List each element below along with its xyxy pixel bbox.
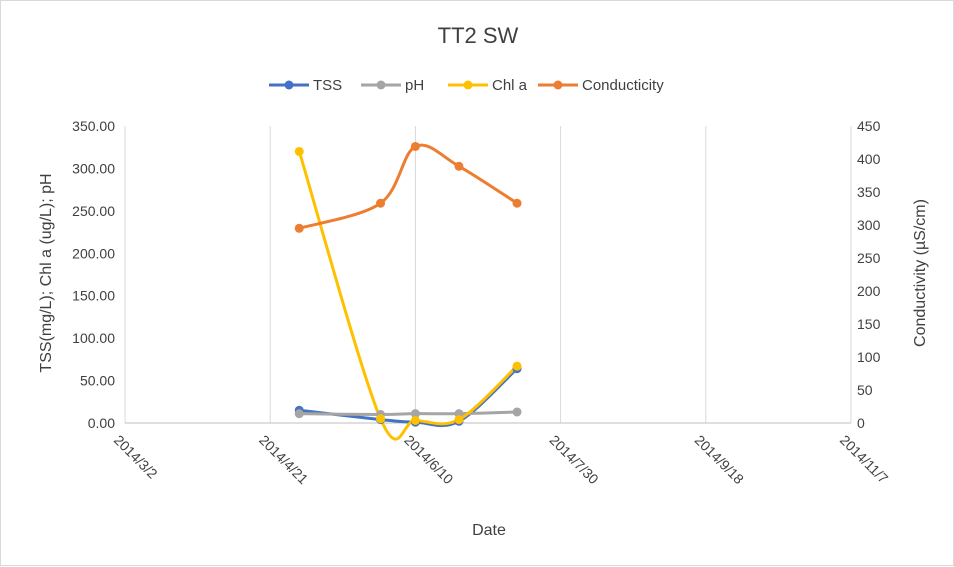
y-tick-label-left: 250.00 — [72, 203, 115, 219]
data-point-chl-a — [376, 414, 386, 424]
series-line-chl-a — [297, 149, 519, 441]
y-tick-label-right: 250 — [857, 250, 881, 266]
data-point-chl-a — [512, 361, 522, 371]
y-axis-left-title: TSS(mg/L); Chl a (ug/L); pH — [38, 173, 55, 372]
legend-swatch-marker — [284, 80, 294, 90]
legend-item-chl-a: Chl a — [448, 77, 528, 94]
data-point-ph — [294, 409, 304, 419]
y-tick-label-left: 200.00 — [72, 245, 115, 261]
x-axis-title: Date — [472, 522, 506, 539]
legend-item-ph: pH — [361, 77, 424, 94]
legend-label: TSS — [313, 77, 342, 94]
y-tick-label-right: 400 — [857, 151, 881, 167]
x-axis-ticks: 2014/3/2 2014/4/21 2014/6/10 2014/7/30 2014/… — [111, 432, 892, 488]
gridlines — [124, 126, 852, 423]
y-axis-right-ticks: 0 50 100 150 200 250 300 350 400 450 — [857, 118, 881, 431]
data-point-chl-a — [410, 415, 420, 425]
chart-title: TT2 SW — [438, 23, 519, 48]
data-point-chl-a — [454, 415, 464, 425]
data-point-conducticity — [410, 141, 420, 151]
x-tick-label: 2014/4/21 — [256, 432, 312, 488]
series-points — [294, 141, 522, 427]
legend-swatch-marker — [376, 80, 386, 90]
legend-item-conducticity: Conducticity — [538, 77, 664, 94]
y-tick-label-right: 350 — [857, 184, 881, 200]
x-tick-label: 2014/7/30 — [546, 432, 602, 488]
y-tick-label-right: 0 — [857, 415, 865, 431]
legend: TSS pH Chl a Conducticity — [269, 77, 664, 94]
series-line-ph — [297, 410, 519, 417]
data-point-conducticity — [294, 223, 304, 233]
y-tick-label-right: 300 — [857, 217, 881, 233]
data-point-conducticity — [454, 161, 464, 171]
series-lines — [297, 143, 519, 441]
y-tick-label-left: 300.00 — [72, 160, 115, 176]
y-tick-label-left: 350.00 — [72, 118, 115, 134]
x-tick-label: 2014/9/18 — [692, 432, 748, 488]
y-tick-label-left: 50.00 — [80, 373, 115, 389]
data-point-chl-a — [294, 146, 304, 156]
legend-swatch-marker — [553, 80, 563, 90]
legend-item-tss: TSS — [269, 77, 342, 94]
legend-label: Conducticity — [582, 77, 664, 94]
data-point-conducticity — [376, 198, 386, 208]
legend-label: Chl a — [492, 77, 528, 94]
y-axis-right-title: Conductivity (µS/cm) — [912, 199, 929, 347]
x-tick-label: 2014/6/10 — [401, 432, 457, 488]
y-tick-label-left: 0.00 — [88, 415, 115, 431]
y-tick-label-right: 50 — [857, 382, 873, 398]
y-tick-label-left: 150.00 — [72, 288, 115, 304]
y-tick-label-right: 450 — [857, 118, 881, 134]
y-tick-label-right: 100 — [857, 349, 881, 365]
data-point-conducticity — [512, 198, 522, 208]
x-tick-label: 2014/11/7 — [837, 432, 892, 487]
legend-label: pH — [405, 77, 424, 94]
y-tick-label-right: 150 — [857, 316, 881, 332]
data-point-ph — [512, 407, 522, 417]
x-tick-label: 2014/3/2 — [111, 432, 161, 482]
series-line-conducticity — [297, 143, 519, 230]
y-tick-label-left: 100.00 — [72, 330, 115, 346]
axes — [125, 126, 852, 424]
y-tick-label-right: 200 — [857, 283, 881, 299]
y-axis-left-ticks: 0.00 50.00 100.00 150.00 200.00 250.00 300.00 3… — [72, 118, 115, 431]
legend-swatch-marker — [463, 80, 473, 90]
data-point-ph — [410, 409, 420, 419]
